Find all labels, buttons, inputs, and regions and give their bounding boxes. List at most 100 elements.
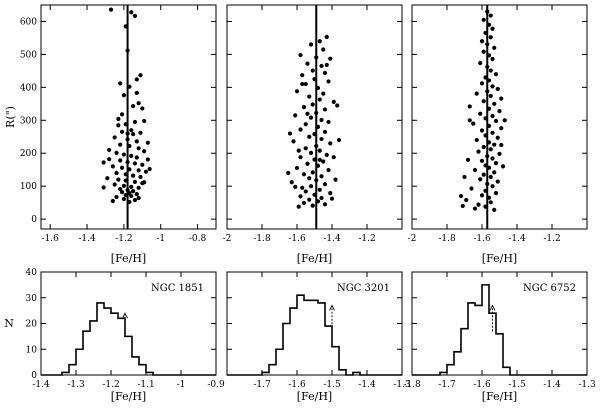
data-point	[317, 157, 322, 162]
data-point	[131, 104, 136, 109]
x-axis-label: [Fe/H]	[297, 252, 332, 265]
data-point	[485, 64, 490, 70]
mean-arrow-head	[329, 304, 335, 311]
marks-group	[41, 302, 216, 376]
panel-label: NGC 6752	[523, 283, 576, 294]
data-point	[490, 56, 495, 62]
data-point	[479, 39, 485, 44]
data-point	[107, 157, 112, 162]
data-point	[328, 141, 333, 146]
mean-arrow-head	[489, 304, 496, 311]
data-point	[321, 47, 326, 52]
data-point	[329, 196, 335, 201]
panel-label: NGC 3201	[337, 283, 390, 294]
data-point	[492, 142, 497, 147]
y-tick-label: 0	[31, 215, 37, 225]
data-point	[488, 68, 493, 73]
data-point	[127, 143, 132, 149]
data-point	[132, 179, 138, 184]
x-tick-label: -0.8	[189, 234, 207, 244]
data-point	[119, 190, 125, 195]
data-point	[485, 154, 490, 159]
data-point	[142, 149, 147, 154]
data-point	[481, 17, 486, 22]
data-point	[492, 45, 497, 50]
data-point	[310, 203, 315, 208]
data-point	[486, 53, 492, 58]
data-point	[479, 193, 485, 198]
data-point	[114, 194, 119, 200]
x-axis-label: [Fe/H]	[111, 252, 146, 265]
data-point	[472, 206, 478, 211]
data-point	[492, 207, 497, 212]
data-point	[490, 156, 495, 161]
data-point	[499, 96, 504, 101]
y-tick-label: 20	[26, 320, 38, 330]
data-point	[291, 139, 296, 144]
data-point	[136, 185, 141, 190]
data-point	[308, 42, 314, 47]
data-point	[483, 75, 488, 80]
data-point	[136, 168, 141, 173]
data-point	[134, 77, 139, 82]
data-point	[490, 184, 495, 189]
data-point	[478, 60, 483, 66]
data-point	[143, 169, 149, 174]
data-point	[307, 176, 312, 181]
data-point	[287, 131, 293, 136]
x-axis-label: [Fe/H]	[482, 252, 517, 265]
data-point	[110, 198, 115, 204]
data-point	[471, 121, 476, 126]
x-tick-label: -1	[156, 234, 165, 244]
x-tick-label: -2	[223, 234, 232, 244]
data-point	[134, 139, 139, 144]
data-point	[479, 81, 485, 86]
data-point	[303, 146, 308, 151]
data-point	[488, 13, 493, 18]
data-point	[488, 35, 493, 40]
data-point	[116, 123, 121, 128]
data-point	[129, 153, 134, 158]
data-point	[132, 197, 138, 203]
data-point	[294, 89, 300, 94]
x-tick-label: -1.2	[115, 234, 132, 244]
data-point	[317, 97, 322, 102]
data-point	[131, 132, 136, 137]
data-point	[317, 39, 322, 44]
data-point	[464, 197, 469, 203]
data-point	[127, 84, 132, 89]
data-point	[326, 167, 331, 173]
data-point	[322, 129, 328, 134]
x-tick-label: -1.4	[508, 234, 526, 244]
panel-frame	[411, 4, 588, 230]
data-point	[300, 73, 305, 78]
data-point	[123, 192, 128, 198]
data-point	[495, 179, 500, 184]
data-point	[317, 148, 322, 153]
data-point	[293, 113, 298, 118]
x-tick-label: -1.7	[438, 380, 456, 390]
histogram-panel-ngc1851: -1.4 -1.3 -1.2 -1.1 -1 -0.9 0 10 20 30 40 NGC 1851…	[4, 268, 225, 403]
data-point	[119, 165, 125, 170]
x-tick-label: -1.5	[323, 380, 341, 390]
data-point	[129, 10, 134, 15]
data-point	[107, 147, 112, 153]
data-point	[499, 126, 504, 131]
data-point	[129, 193, 134, 199]
histogram-steps	[227, 294, 402, 376]
data-point	[322, 70, 328, 75]
ticks-group: -1.7 -1.6 -1.5 -1.4 -1.3	[227, 271, 411, 390]
data-point	[118, 142, 123, 147]
y-tick-label: 400	[20, 83, 37, 93]
scatter-panel-ngc1851: -1.6 -1.4 -1.2 -1 -0.8 0 100 200 300 400 500 600 [F…	[4, 4, 217, 265]
marks-group	[412, 284, 587, 376]
data-point	[326, 119, 331, 125]
histogram-panel-ngc6752: -1.8 -1.7 -1.6 -1.5 -1.4 -1.3 NGC 6752 [Fe/H]	[403, 271, 596, 403]
data-point	[298, 127, 303, 132]
data-point	[490, 26, 495, 31]
data-point	[319, 174, 324, 179]
y-tick-label: 300	[20, 116, 37, 126]
data-point	[488, 174, 493, 180]
data-point	[134, 155, 139, 160]
marks-group	[101, 5, 152, 229]
